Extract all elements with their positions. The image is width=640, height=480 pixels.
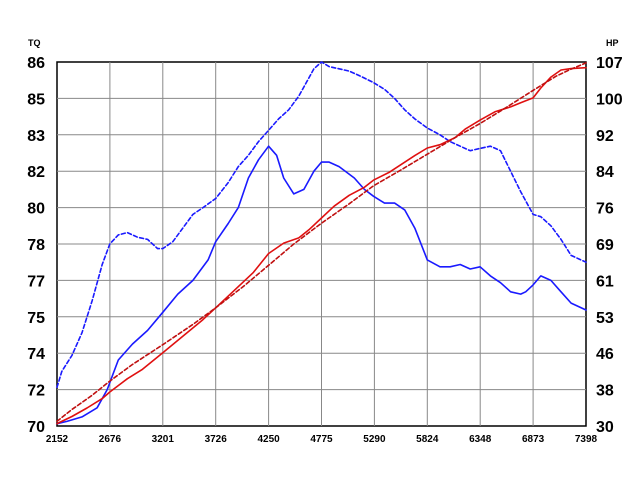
torque-dashed-series-line (56, 61, 587, 389)
right-tick-label: 92 (596, 128, 614, 145)
x-axis-ticks: 2152 2676 3201 3726 4250 4775 5290 5824 6348 6873… (46, 434, 598, 445)
x-tick-label: 3201 (152, 434, 175, 445)
left-tick-label: 82 (27, 164, 45, 181)
left-tick-label: 86 (27, 55, 45, 72)
left-axis-label: TQ (28, 38, 41, 48)
x-tick-label: 6873 (522, 434, 545, 445)
left-tick-label: 75 (27, 310, 45, 327)
x-tick-label: 5290 (363, 434, 386, 445)
x-tick-label: 7398 (575, 434, 598, 445)
right-tick-label: 107 (596, 55, 623, 72)
right-tick-label: 30 (596, 419, 614, 436)
right-tick-label: 100 (596, 91, 623, 108)
right-tick-label: 53 (596, 310, 614, 327)
x-tick-label: 6348 (469, 434, 492, 445)
x-tick-label: 2152 (46, 434, 69, 445)
x-tick-label: 5824 (416, 434, 439, 445)
left-tick-label: 74 (27, 346, 45, 363)
x-tick-label: 4775 (310, 434, 333, 445)
right-axis-ticks: 30 38 46 53 61 69 76 84 92 100 107 (596, 55, 623, 436)
left-tick-label: 85 (27, 91, 45, 108)
left-tick-label: 83 (27, 128, 45, 145)
hp-dashed-series-line (56, 62, 587, 423)
x-tick-label: 2676 (99, 434, 122, 445)
left-tick-label: 80 (27, 201, 45, 218)
left-tick-label: 78 (27, 237, 45, 254)
left-tick-label: 77 (27, 273, 45, 290)
right-tick-label: 76 (596, 201, 614, 218)
x-tick-label: 4250 (257, 434, 280, 445)
hp-solid-series-line (56, 66, 587, 425)
left-tick-label: 72 (27, 383, 45, 400)
right-tick-label: 38 (596, 383, 614, 400)
right-tick-label: 84 (596, 164, 614, 181)
torque-solid-series-line (56, 145, 587, 425)
left-axis-ticks: 70 72 74 75 77 78 80 82 83 85 86 (27, 55, 45, 436)
x-tick-label: 3726 (205, 434, 228, 445)
left-tick-label: 70 (27, 419, 45, 436)
right-tick-label: 61 (596, 273, 614, 290)
grid (57, 62, 586, 426)
right-tick-label: 69 (596, 237, 614, 254)
right-axis-label: HP (606, 38, 619, 48)
series-layer (56, 61, 587, 425)
right-tick-label: 46 (596, 346, 614, 363)
